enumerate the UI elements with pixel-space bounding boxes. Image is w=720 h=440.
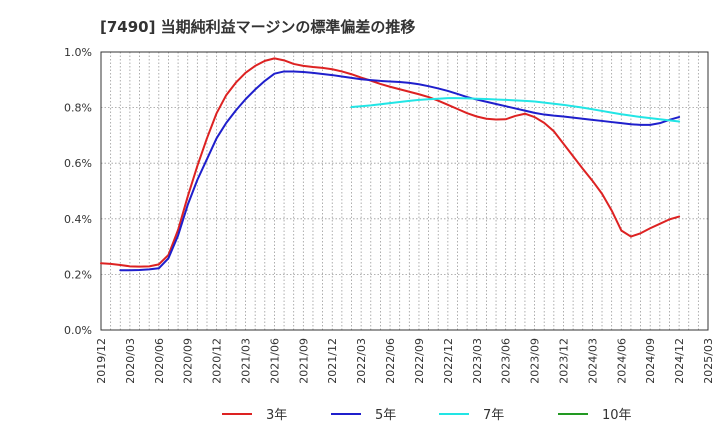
y-tick-label: 0.4% — [64, 213, 92, 226]
x-tick-label: 2021/09 — [297, 338, 310, 384]
x-tick-label: 2021/12 — [326, 338, 339, 384]
x-tick-label: 2020/12 — [211, 338, 224, 384]
x-tick-label: 2021/03 — [240, 338, 253, 384]
x-tick-label: 2020/06 — [153, 338, 166, 384]
x-tick-label: 2019/12 — [95, 338, 108, 384]
y-tick-label: 0.6% — [64, 157, 92, 170]
x-tick-label: 2025/03 — [702, 338, 715, 384]
y-tick-label: 1.0% — [64, 46, 92, 59]
plot-frame — [100, 51, 709, 331]
x-tick-label: 2024/03 — [586, 338, 599, 384]
x-tick-label: 2024/12 — [673, 338, 686, 384]
x-tick-label: 2023/03 — [471, 338, 484, 384]
legend-label: 10年 — [602, 408, 632, 423]
series-line — [100, 57, 681, 268]
y-tick-label: 0.8% — [64, 102, 92, 115]
legend-label: 5年 — [375, 408, 396, 423]
legend: 3年 5年 7年 10年 — [222, 408, 632, 423]
y-tick-label: 0.2% — [64, 268, 92, 281]
axes: 0.0% 0.2% 0.4% 0.6% 0.8% 1.0% 2019/12 2020/03 20… — [64, 46, 715, 384]
x-tick-label: 2024/09 — [644, 338, 657, 384]
chart-title: [7490] 当期純利益マージンの標準偏差の推移 — [100, 18, 415, 36]
x-tick-label: 2023/06 — [500, 338, 513, 384]
x-tick-label: 2021/06 — [268, 338, 281, 384]
x-tick-label: 2020/03 — [124, 338, 137, 384]
x-tick-label: 2022/06 — [384, 338, 397, 384]
x-tick-label: 2024/06 — [615, 338, 628, 384]
x-tick-label: 2022/12 — [442, 338, 455, 384]
x-tick-label: 2020/09 — [182, 338, 195, 384]
legend-label: 7年 — [483, 408, 504, 423]
x-tick-label: 2022/09 — [413, 338, 426, 384]
x-tick-label: 2023/09 — [529, 338, 542, 384]
series-line — [119, 70, 681, 272]
x-tick-label: 2023/12 — [557, 338, 570, 384]
x-tick-label: 2022/03 — [355, 338, 368, 384]
y-tick-label: 0.0% — [64, 324, 92, 337]
series-line — [350, 97, 681, 123]
series-lines — [100, 57, 681, 272]
legend-label: 3年 — [266, 408, 287, 423]
